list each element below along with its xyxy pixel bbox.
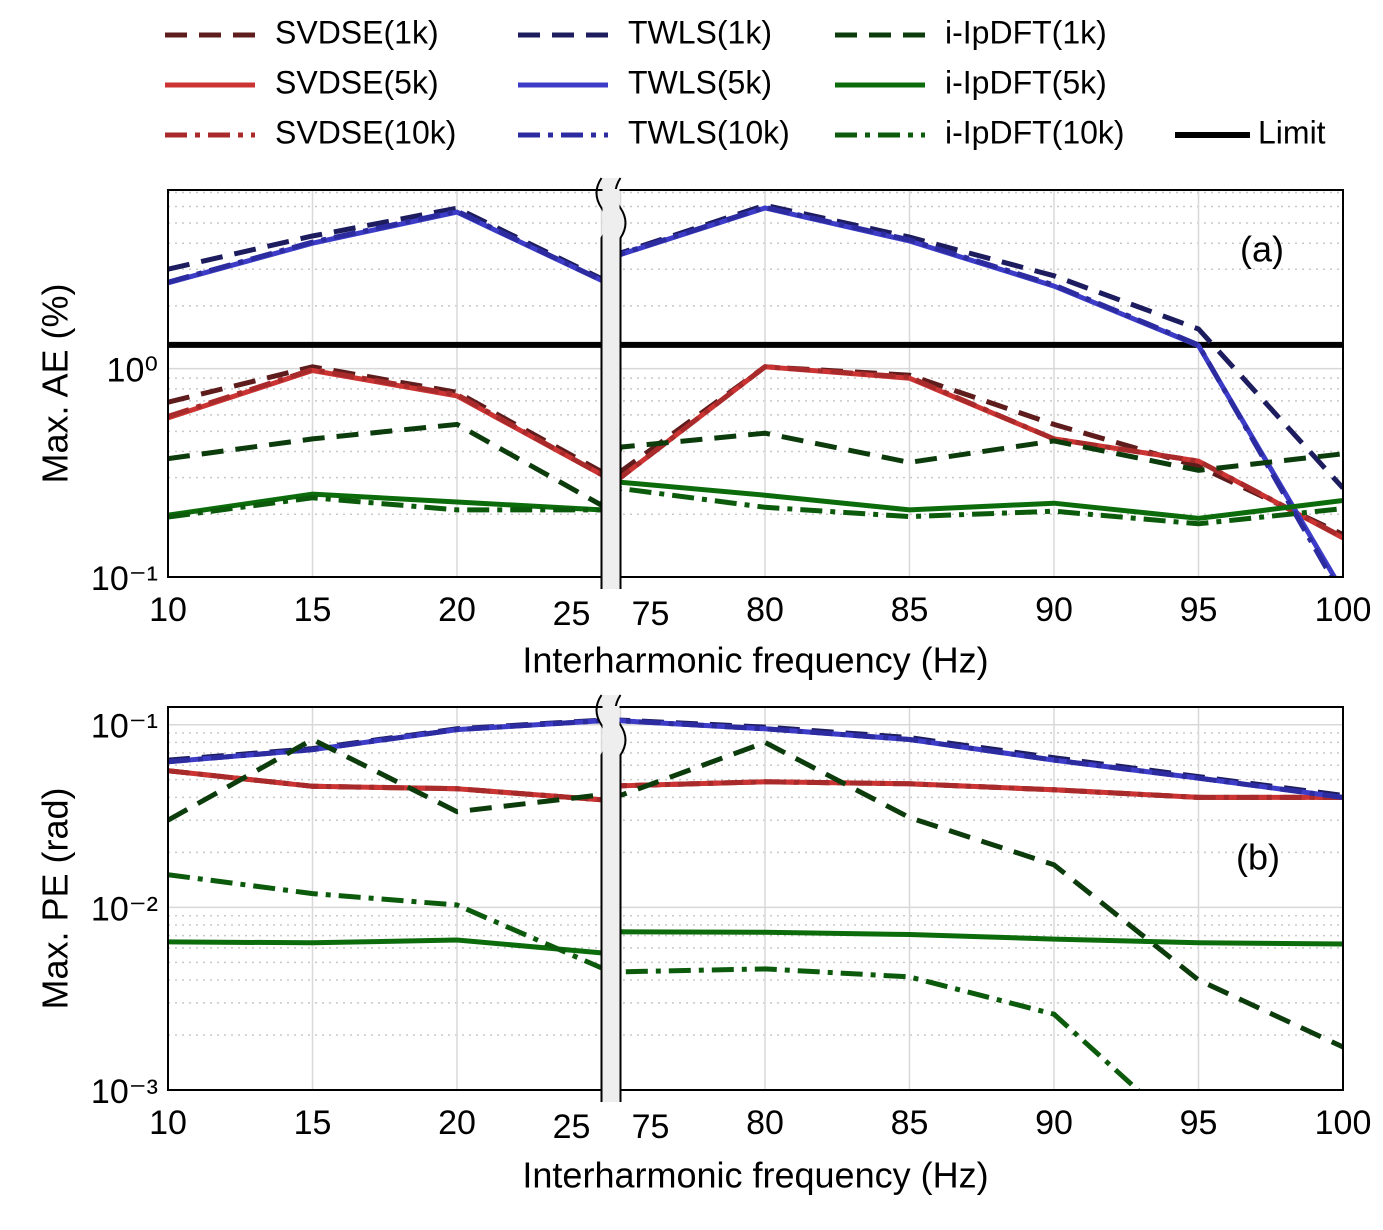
x-tick-label: 25	[553, 1108, 591, 1146]
x-tick-label: 15	[294, 591, 332, 629]
y-tick-label: 10⁻²	[91, 890, 158, 928]
series-line	[168, 364, 1343, 541]
axis-break-cover	[602, 189, 620, 578]
plot-area	[168, 717, 1343, 1090]
x-tick-label: 75	[632, 1108, 670, 1146]
series-line	[168, 768, 1343, 803]
x-tick-label: 100	[1315, 1104, 1372, 1142]
series-line	[168, 364, 1343, 540]
x-tick-label: 20	[438, 1104, 476, 1142]
axes-frame	[167, 189, 1344, 578]
legend-label: SVDSE(5k)	[275, 64, 439, 100]
legend-label: i-IpDFT(1k)	[945, 14, 1107, 50]
x-tick-label: 90	[1035, 591, 1073, 629]
x-axis-label: Interharmonic frequency (Hz)	[522, 640, 988, 681]
series-line	[168, 485, 1343, 527]
legend-label: TWLS(10k)	[628, 114, 790, 150]
y-axis-label: Max. AE (%)	[35, 283, 76, 483]
series-line	[168, 364, 1343, 537]
x-tick-label: 80	[746, 1104, 784, 1142]
legend-label: TWLS(1k)	[628, 14, 772, 50]
legend-label: Limit	[1258, 114, 1326, 150]
legend-label: TWLS(5k)	[628, 64, 772, 100]
legend-label: SVDSE(10k)	[275, 114, 456, 150]
y-tick-label: 10⁻¹	[91, 708, 158, 746]
x-tick-label: 85	[891, 591, 929, 629]
series-line	[168, 736, 1343, 1050]
y-tick-label: 10⁰	[107, 352, 158, 390]
legend-label: i-IpDFT(5k)	[945, 64, 1107, 100]
plot-area	[168, 202, 1343, 577]
series-line	[168, 204, 1335, 577]
annotation: (b)	[1236, 837, 1280, 878]
series-line	[168, 421, 1343, 509]
x-tick-label: 20	[438, 591, 476, 629]
x-tick-label: 10	[149, 1104, 187, 1142]
series-line	[168, 205, 1338, 577]
y-tick-label: 10⁻³	[91, 1073, 158, 1111]
x-axis-label: Interharmonic frequency (Hz)	[522, 1155, 988, 1196]
x-tick-label: 100	[1315, 591, 1372, 629]
annotation: (a)	[1240, 229, 1284, 270]
y-axis-label: Max. PE (rad)	[35, 787, 76, 1009]
series-line	[168, 929, 1343, 956]
series-line	[168, 479, 1343, 521]
x-tick-label: 95	[1180, 591, 1218, 629]
legend-label: SVDSE(1k)	[275, 14, 439, 50]
x-tick-label: 90	[1035, 1104, 1073, 1142]
series-line	[168, 718, 1343, 800]
x-tick-label: 75	[632, 595, 670, 633]
x-tick-label: 25	[553, 595, 591, 633]
y-tick-label: 10⁻¹	[91, 560, 158, 598]
legend-label: i-IpDFT(10k)	[945, 114, 1125, 150]
x-tick-label: 85	[891, 1104, 929, 1142]
axes-frame	[167, 706, 1344, 1091]
x-tick-label: 95	[1180, 1104, 1218, 1142]
x-tick-label: 80	[746, 591, 784, 629]
x-tick-label: 10	[149, 591, 187, 629]
x-tick-label: 15	[294, 1104, 332, 1142]
axis-break-cover	[602, 706, 620, 1091]
